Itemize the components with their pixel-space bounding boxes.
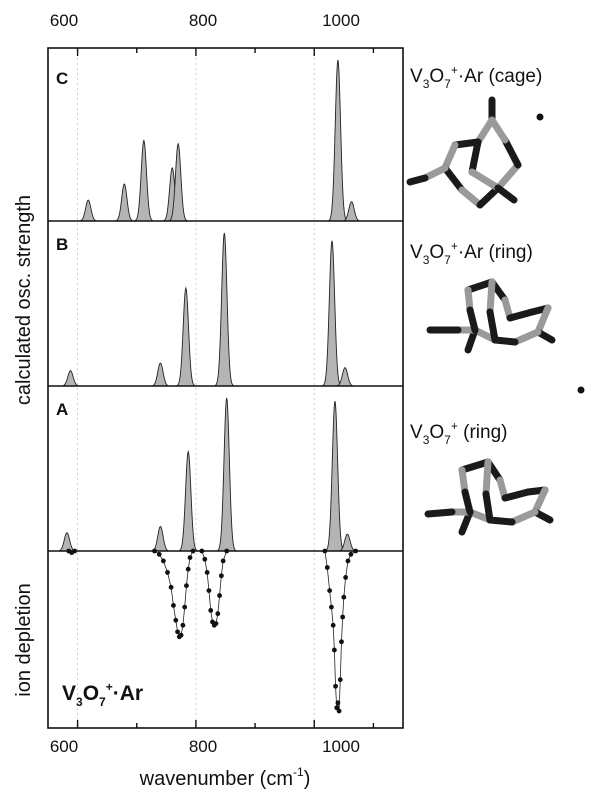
panel-label-c: C [56, 69, 68, 88]
depletion-point-784 [184, 583, 189, 589]
molecule-label-cage: V3O7+·Ar (cage) [410, 63, 542, 91]
depletion-point-1022 [324, 565, 330, 570]
peak-a-787 [177, 449, 199, 552]
peak-a-1035 [324, 400, 346, 552]
peak-c-1040 [327, 59, 349, 222]
peak-a-740 [149, 525, 172, 552]
peak-c-618 [77, 199, 99, 222]
cage-structure-drawing [406, 96, 544, 209]
y-axis-label-ion-depletion: ion depletion [13, 583, 35, 696]
depletion-point-1050 [341, 594, 347, 600]
depletion-point-1053 [343, 575, 349, 580]
top-tick-label-800: 800 [189, 11, 217, 30]
depletion-point-837 [215, 611, 221, 617]
depletion-point-1044 [337, 677, 343, 683]
experimental-depletion-spectrum [66, 548, 359, 714]
depletion-point-1042 [336, 708, 342, 714]
panel-c-calculated-spectrum [77, 59, 363, 222]
peak-b-1030 [321, 240, 343, 387]
panel-b-calculated-spectrum [59, 232, 356, 387]
bottom-tick-label-800: 800 [189, 737, 217, 756]
experiment-label: V3O7+·Ar [62, 680, 143, 709]
y-axis-label-calculated: calculated osc. strength [13, 195, 35, 405]
molecule-label-ring: V3O7+ (ring) [410, 419, 507, 447]
depletion-point-1057 [345, 558, 351, 564]
depletion-point-819 [204, 570, 210, 575]
depletion-point-769 [175, 629, 180, 635]
panel-label-b: B [56, 235, 68, 254]
peak-a-582 [56, 532, 78, 552]
depletion-point-846 [220, 558, 226, 564]
ring-structure-drawing [424, 458, 554, 536]
depletion-point-781 [182, 604, 188, 610]
axis-tick-marks [76, 48, 375, 728]
depletion-point-815 [202, 556, 208, 562]
depletion-point-738 [156, 551, 162, 557]
depletion-point-790 [187, 555, 193, 560]
depletion-point-787 [185, 566, 191, 572]
depletion-point-825 [208, 608, 214, 613]
ar-ring-structure-drawing [426, 278, 585, 394]
depletion-point-766 [173, 617, 179, 623]
depletion-point-1026 [327, 588, 333, 593]
molecule-label-ar-ring: V3O7+·Ar (ring) [410, 239, 533, 267]
panel-a-calculated-spectrum [56, 397, 359, 552]
peak-b-848 [213, 232, 236, 387]
depletion-point-1046 [339, 639, 344, 645]
peak-c-712 [133, 139, 155, 222]
depletion-point-822 [206, 588, 212, 593]
peak-c-679 [113, 183, 135, 222]
depletion-point-1040 [335, 700, 341, 706]
depletion-point-1038 [334, 705, 340, 711]
panel-label-a: A [56, 400, 68, 419]
depletion-point-1034 [331, 647, 337, 653]
depletion-point-834 [213, 621, 219, 626]
depletion-point-1032 [330, 622, 336, 628]
peak-b-783 [175, 286, 197, 387]
plot-frame [47, 47, 404, 729]
depletion-point-758 [168, 584, 174, 590]
bottom-tick-label-1000: 1000 [322, 737, 360, 756]
depletion-point-762 [171, 603, 176, 608]
depletion-point-1029 [329, 604, 334, 610]
depletion-point-1048 [340, 614, 346, 620]
top-tick-label-600: 600 [50, 11, 78, 30]
top-tick-label-1000: 1000 [322, 11, 360, 30]
depletion-point-775 [178, 632, 184, 638]
depletion-point-1036 [333, 683, 338, 689]
bottom-tick-label-600: 600 [50, 737, 78, 756]
depletion-point-843 [218, 573, 224, 579]
peak-b-588 [59, 370, 82, 387]
depletion-point-1062 [348, 551, 354, 557]
depletion-point-745 [160, 558, 166, 564]
peak-b-740 [149, 362, 172, 387]
depletion-point-752 [165, 570, 170, 575]
peak-a-852 [215, 397, 238, 552]
peak-c-770 [167, 142, 189, 222]
x-axis-label: wavenumber (cm-1) [139, 765, 311, 790]
depletion-point-778 [180, 622, 186, 628]
vertical-gridlines [77, 48, 315, 728]
depletion-point-840 [217, 593, 222, 598]
